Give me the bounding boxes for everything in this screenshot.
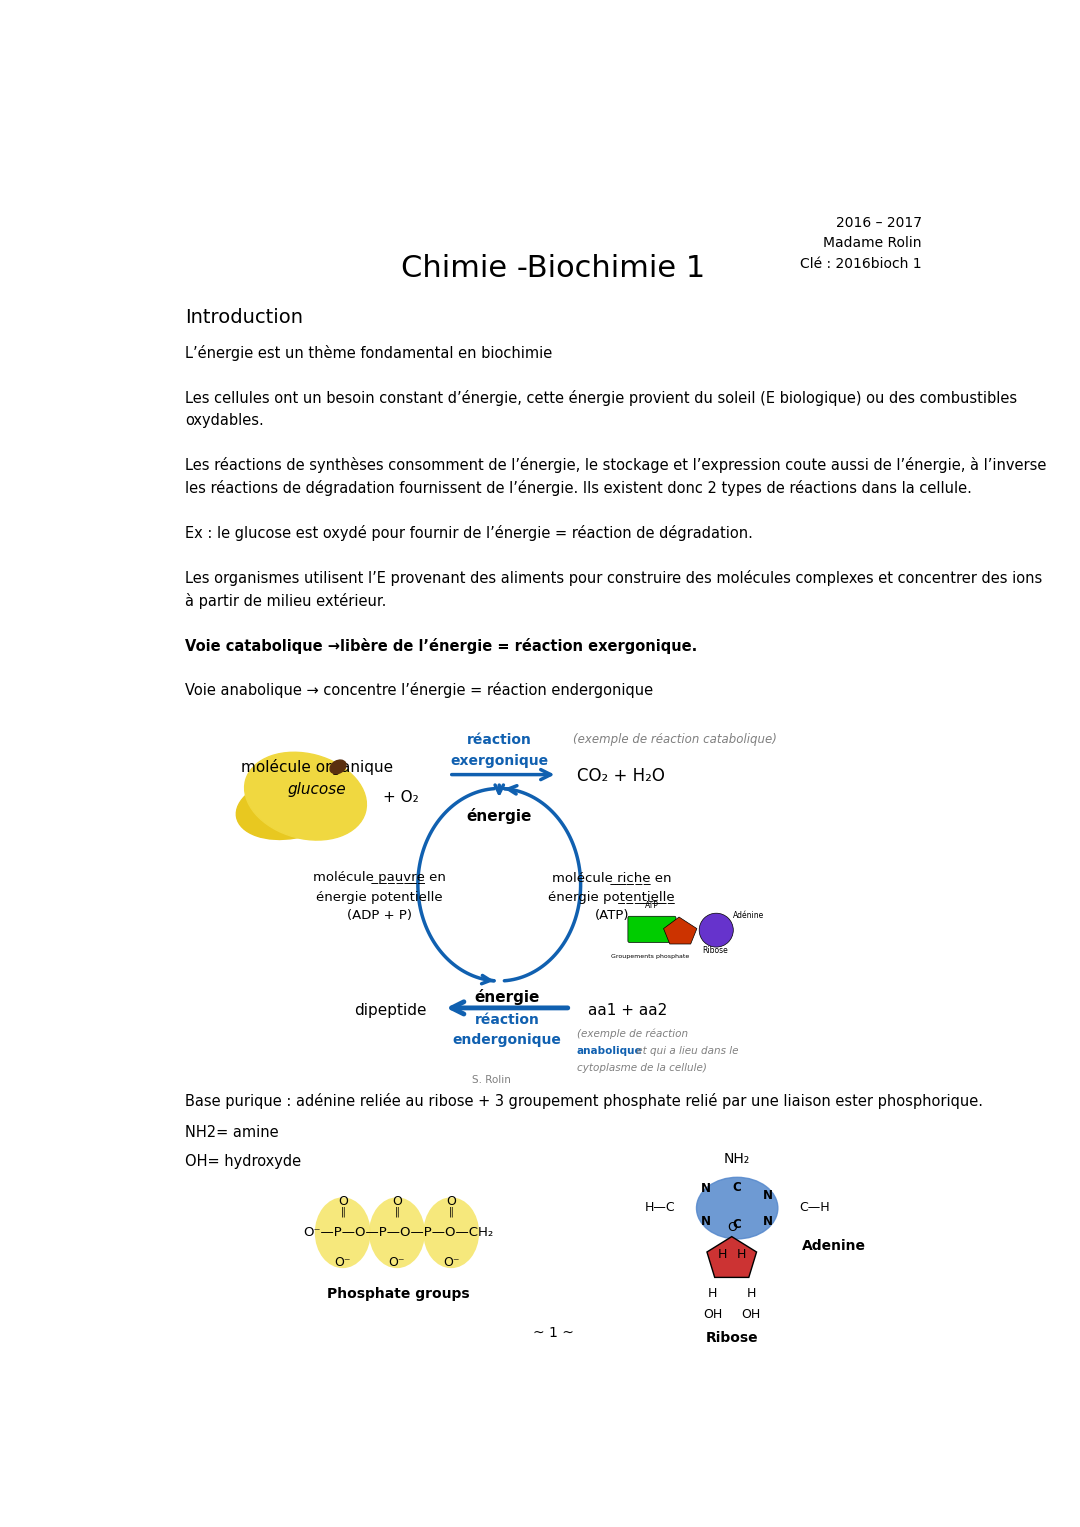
Text: H: H	[737, 1248, 745, 1261]
Text: à partir de milieu extérieur.: à partir de milieu extérieur.	[186, 592, 387, 609]
Text: H—C: H—C	[645, 1200, 675, 1214]
Ellipse shape	[330, 760, 346, 774]
Text: Phosphate groups: Phosphate groups	[327, 1287, 470, 1301]
Text: C: C	[733, 1180, 742, 1194]
Text: dipeptide: dipeptide	[354, 1003, 427, 1017]
Text: N: N	[701, 1214, 711, 1228]
Text: O⁻: O⁻	[443, 1255, 459, 1269]
Text: Voie catabolique →libère de l’énergie = réaction exergonique.: Voie catabolique →libère de l’énergie = …	[186, 638, 698, 654]
Text: Groupements phosphate: Groupements phosphate	[611, 954, 689, 959]
Text: Les cellules ont un besoin constant d’énergie, cette énergie provient du soleil : Les cellules ont un besoin constant d’én…	[186, 389, 1017, 406]
Text: CO₂ + H₂O: CO₂ + H₂O	[577, 767, 664, 785]
Text: glucose: glucose	[287, 782, 347, 797]
Text: Adénine: Adénine	[733, 912, 765, 919]
Text: Ribose: Ribose	[702, 945, 728, 954]
Text: (exemple de réaction: (exemple de réaction	[577, 1029, 688, 1040]
Text: ‖: ‖	[394, 1206, 400, 1217]
Polygon shape	[663, 918, 697, 944]
Text: énergie: énergie	[474, 988, 540, 1005]
Ellipse shape	[244, 753, 366, 840]
Text: réaction: réaction	[474, 1014, 539, 1028]
Polygon shape	[707, 1237, 757, 1278]
Text: O: O	[338, 1196, 348, 1208]
Text: OH= hydroxyde: OH= hydroxyde	[186, 1154, 301, 1170]
Ellipse shape	[369, 1197, 424, 1267]
Text: ‖: ‖	[340, 1206, 346, 1217]
Text: O⁻: O⁻	[335, 1255, 351, 1269]
Text: (ADP + P): (ADP + P)	[347, 910, 411, 922]
Text: O: O	[392, 1196, 402, 1208]
Text: ‖: ‖	[449, 1206, 454, 1217]
Ellipse shape	[423, 1197, 480, 1267]
Text: Ex : le glucose est oxydé pour fournir de l’énergie = réaction de dégradation.: Ex : le glucose est oxydé pour fournir d…	[186, 525, 753, 541]
Text: O⁻—P—O—P—O—P—O—CH₂: O⁻—P—O—P—O—P—O—CH₂	[303, 1226, 494, 1240]
Text: O: O	[446, 1196, 456, 1208]
Text: exergonique: exergonique	[450, 754, 549, 768]
Text: réaction: réaction	[467, 733, 531, 747]
Text: aa1 + aa2: aa1 + aa2	[588, 1003, 666, 1017]
Text: oxydables.: oxydables.	[186, 412, 265, 428]
Text: N: N	[764, 1188, 773, 1202]
Text: Les réactions de synthèses consomment de l’énergie, le stockage et l’expression : Les réactions de synthèses consomment de…	[186, 458, 1047, 473]
Text: molécule organique: molécule organique	[241, 759, 393, 776]
Text: NH₂: NH₂	[724, 1151, 751, 1165]
Text: énergie: énergie	[467, 808, 532, 823]
Text: OH: OH	[742, 1309, 760, 1321]
Text: molécule ̲r̲i̲c̲h̲e̲ en: molécule ̲r̲i̲c̲h̲e̲ en	[552, 870, 672, 884]
Text: N: N	[701, 1182, 711, 1196]
Text: Voie anabolique → concentre l’énergie = réaction endergonique: Voie anabolique → concentre l’énergie = …	[186, 683, 653, 698]
Text: ATP: ATP	[645, 901, 659, 910]
Text: (ATP): (ATP)	[594, 910, 629, 922]
Text: (exemple de réaction catabolique): (exemple de réaction catabolique)	[572, 733, 777, 747]
Text: OH: OH	[703, 1309, 723, 1321]
Text: NH2= amine: NH2= amine	[186, 1125, 279, 1141]
Text: ~ 1 ~: ~ 1 ~	[534, 1325, 573, 1339]
Text: endergonique: endergonique	[453, 1034, 562, 1048]
Text: O: O	[727, 1220, 737, 1234]
Text: S. Rolin: S. Rolin	[472, 1075, 511, 1084]
Ellipse shape	[314, 1197, 370, 1267]
Text: Les organismes utilisent l’E provenant des aliments pour construire des molécule: Les organismes utilisent l’E provenant d…	[186, 570, 1042, 586]
Text: anabolique: anabolique	[577, 1046, 643, 1055]
Text: énergie potentielle: énergie potentielle	[315, 890, 443, 904]
Text: H: H	[707, 1287, 717, 1301]
Text: Chimie -Biochimie 1: Chimie -Biochimie 1	[402, 253, 705, 282]
Circle shape	[699, 913, 733, 947]
Text: Adenine: Adenine	[801, 1238, 865, 1254]
Text: + O₂: + O₂	[383, 789, 419, 805]
Text: H: H	[746, 1287, 756, 1301]
Text: C: C	[733, 1217, 742, 1231]
Text: O⁻: O⁻	[389, 1255, 405, 1269]
Text: C—H: C—H	[799, 1200, 829, 1214]
Text: H: H	[718, 1248, 727, 1261]
Text: énergie pot̲e̲n̲t̲i̲e̲l̲l̲e̲: énergie pot̲e̲n̲t̲i̲e̲l̲l̲e̲	[549, 890, 675, 904]
Text: les réactions de dégradation fournissent de l’énergie. Ils existent donc 2 types: les réactions de dégradation fournissent…	[186, 481, 972, 496]
Text: cytoplasme de la cellule): cytoplasme de la cellule)	[577, 1063, 706, 1072]
Text: molécule ̲p̲a̲u̲v̲r̲e̲ en: molécule ̲p̲a̲u̲v̲r̲e̲ en	[313, 870, 446, 884]
Text: Base purique : adénine reliée au ribose + 3 groupement phosphate relié par une l: Base purique : adénine reliée au ribose …	[186, 1093, 984, 1109]
Text: Ribose: Ribose	[705, 1332, 758, 1345]
FancyBboxPatch shape	[627, 916, 676, 942]
Ellipse shape	[697, 1177, 778, 1238]
Text: 2016 – 2017
Madame Rolin
Clé : 2016bioch 1: 2016 – 2017 Madame Rolin Clé : 2016bioch…	[800, 215, 921, 270]
Text: et qui a lieu dans le: et qui a lieu dans le	[633, 1046, 738, 1055]
Ellipse shape	[237, 776, 343, 840]
Text: N: N	[764, 1214, 773, 1228]
Text: L’énergie est un thème fondamental en biochimie: L’énergie est un thème fondamental en bi…	[186, 345, 553, 360]
Text: Introduction: Introduction	[186, 308, 303, 327]
